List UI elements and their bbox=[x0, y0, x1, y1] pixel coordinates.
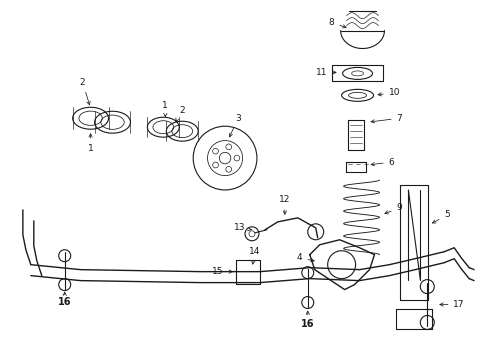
Text: 2: 2 bbox=[176, 106, 185, 121]
Text: 2: 2 bbox=[80, 78, 90, 105]
Text: 13: 13 bbox=[234, 223, 251, 232]
Text: 1: 1 bbox=[162, 101, 168, 117]
Text: 7: 7 bbox=[371, 114, 402, 123]
Text: 11: 11 bbox=[316, 68, 336, 77]
Text: 15: 15 bbox=[212, 267, 232, 276]
Text: 12: 12 bbox=[279, 195, 291, 214]
Text: 3: 3 bbox=[229, 114, 241, 137]
Text: 1: 1 bbox=[88, 134, 94, 153]
Text: 10: 10 bbox=[378, 88, 400, 97]
Text: 5: 5 bbox=[433, 210, 450, 223]
Text: 14: 14 bbox=[249, 247, 261, 264]
Text: 8: 8 bbox=[329, 18, 346, 28]
Text: 16: 16 bbox=[301, 319, 315, 329]
Text: 4: 4 bbox=[297, 253, 314, 262]
Text: 16: 16 bbox=[58, 297, 72, 306]
Text: 17: 17 bbox=[440, 300, 465, 309]
Text: 9: 9 bbox=[385, 203, 402, 214]
Text: 6: 6 bbox=[371, 158, 394, 167]
